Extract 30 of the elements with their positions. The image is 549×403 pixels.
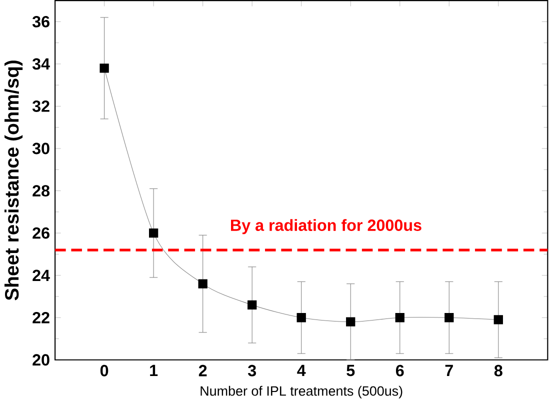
point <box>296 313 306 322</box>
x-tick-label: 5 <box>346 364 355 376</box>
point <box>198 279 208 288</box>
x-tick-label: 1 <box>150 364 158 376</box>
y-tick-label: 30 <box>32 142 50 154</box>
y-tick-label: 32 <box>32 100 50 112</box>
y-tick-label: 36 <box>32 16 50 28</box>
ref-line-label: By a radiation for 2000us <box>231 219 422 234</box>
point <box>148 228 158 238</box>
y-tick-label: 22 <box>32 312 50 324</box>
x-tick-label: 6 <box>396 364 404 376</box>
x-tick-label: 0 <box>100 364 108 376</box>
point <box>494 315 503 324</box>
x-tick-label: 3 <box>248 364 256 376</box>
point <box>444 313 454 322</box>
x-tick-label: 2 <box>198 364 207 376</box>
y-tick-label: 26 <box>32 227 50 239</box>
point <box>346 317 356 326</box>
y-tick-label: 34 <box>32 58 50 70</box>
x-axis-title: Number of IPL treatments (500us) <box>200 386 402 398</box>
x-tick-label: 8 <box>494 364 502 376</box>
y-tick-label: 24 <box>32 270 50 282</box>
point <box>248 300 257 310</box>
x-tick-label: 4 <box>297 364 306 376</box>
point <box>395 313 404 322</box>
y-axis-title: Sheet resistance (ohm/sq) <box>4 60 23 300</box>
x-tick-label: 7 <box>445 364 453 376</box>
y-tick-label: 28 <box>32 185 50 197</box>
point <box>100 64 109 73</box>
y-tick-label: 20 <box>32 354 50 366</box>
